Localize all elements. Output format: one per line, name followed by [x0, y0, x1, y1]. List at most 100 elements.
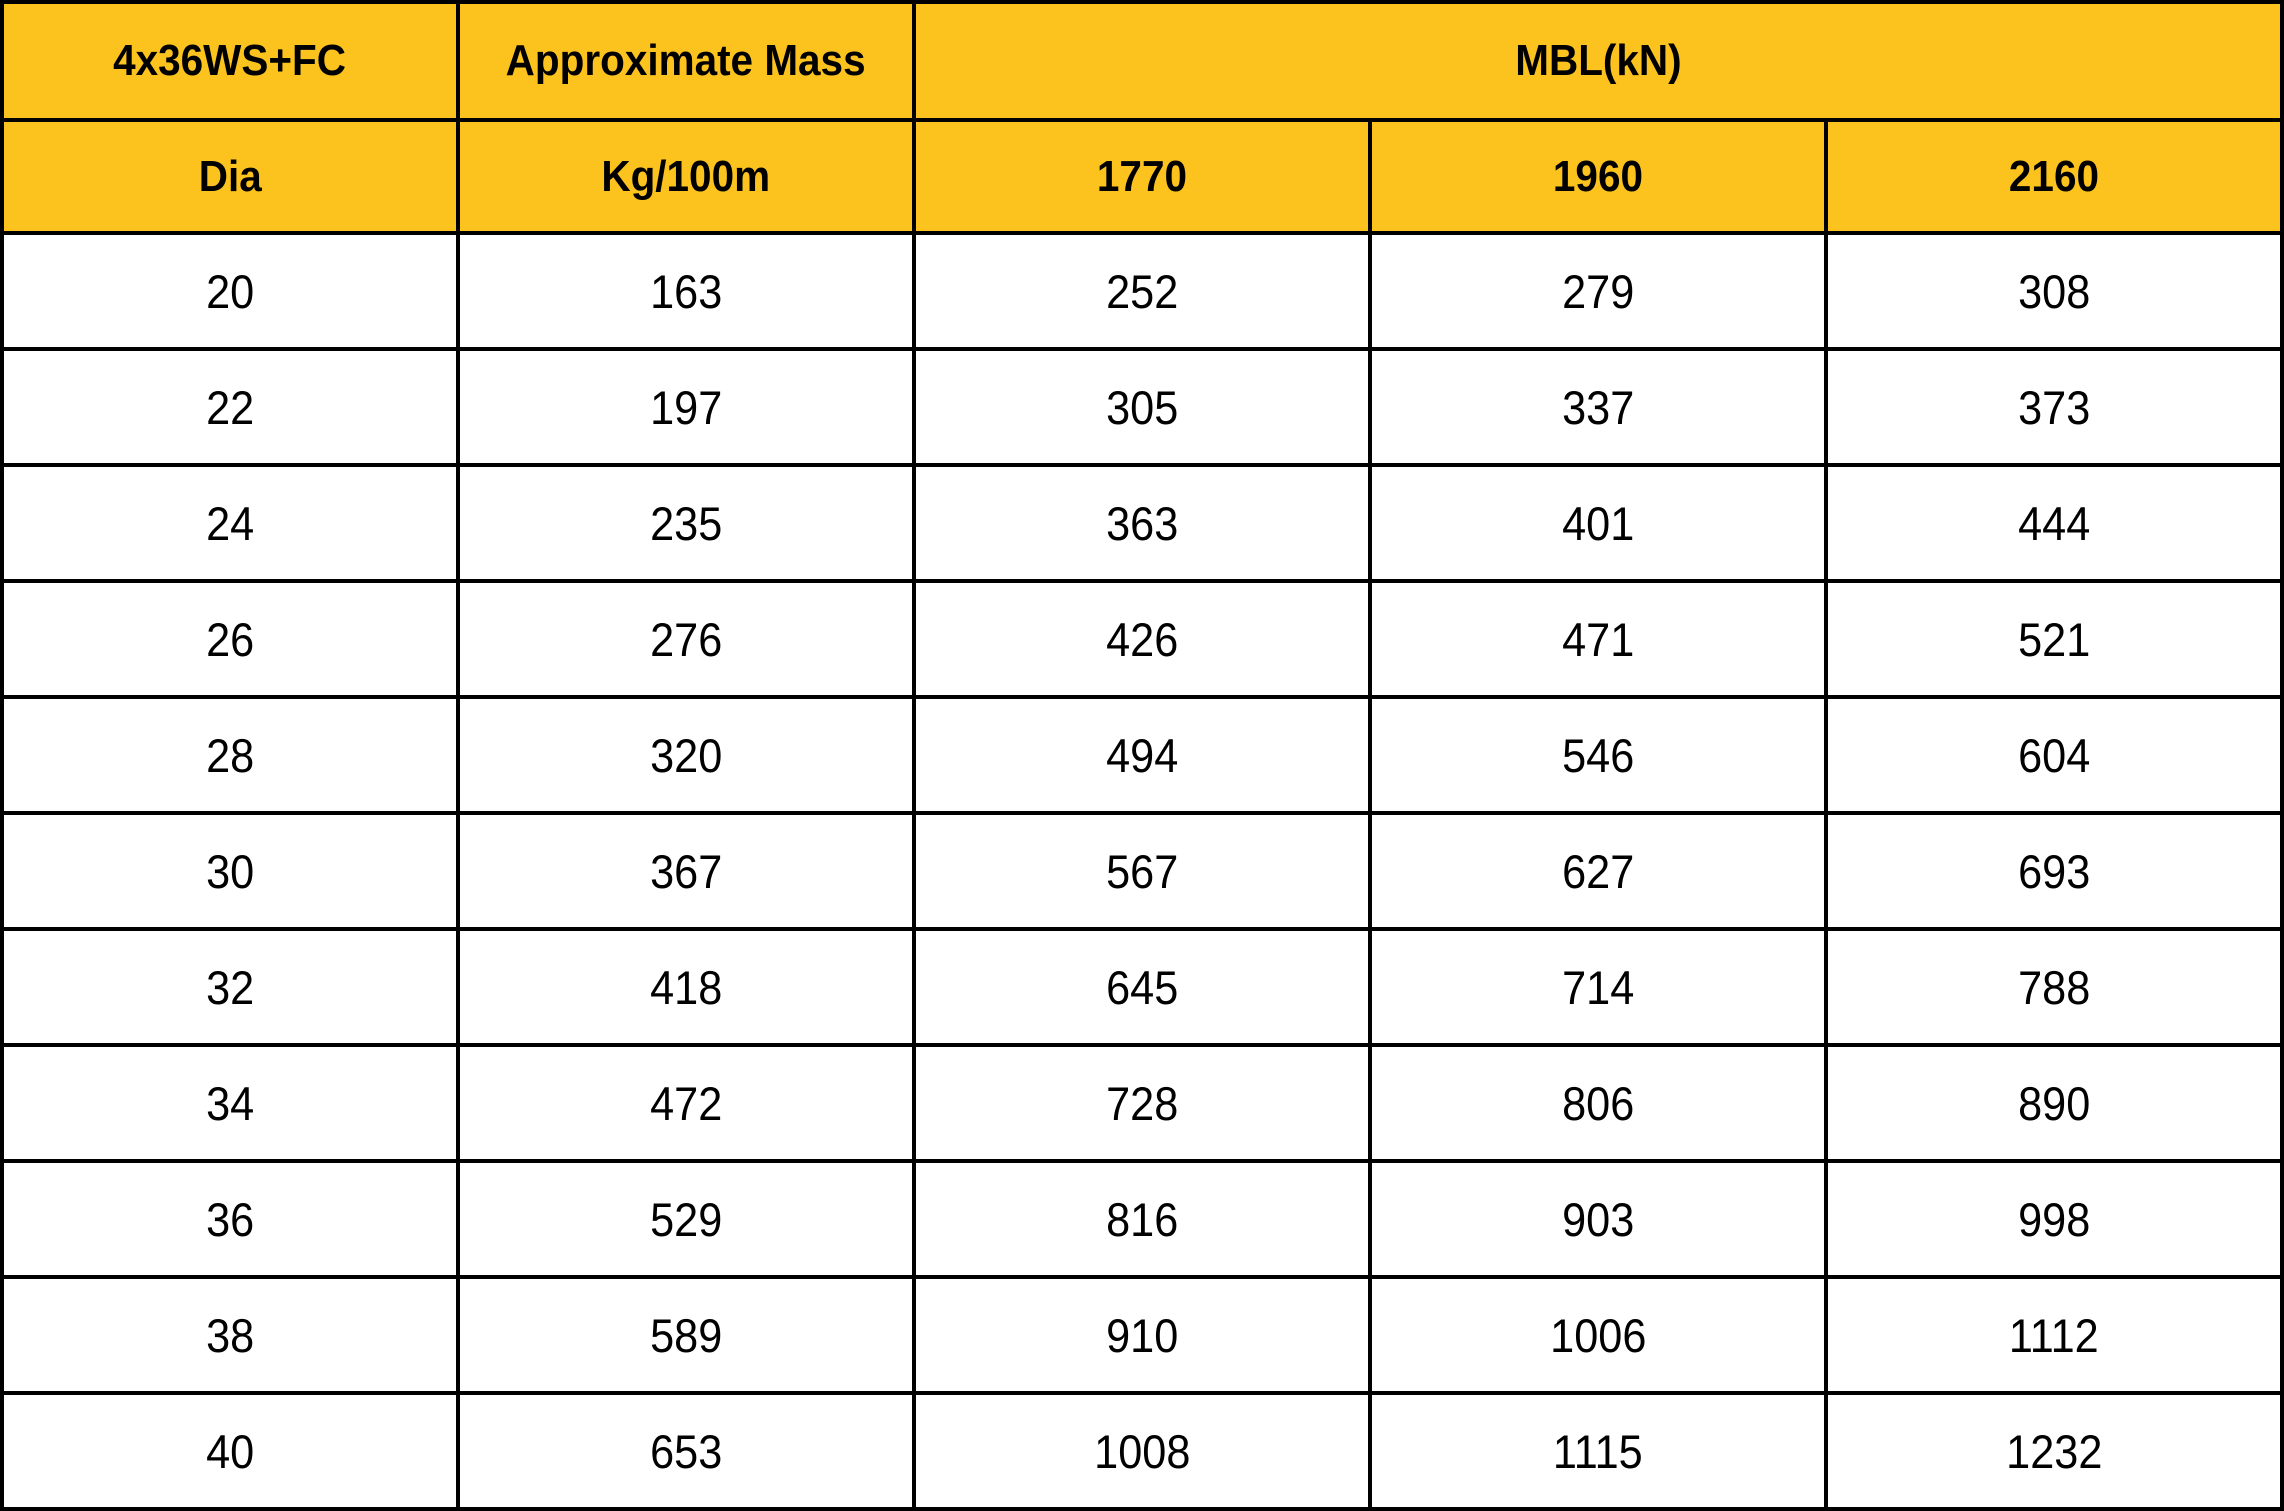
cell-value: 589: [649, 1308, 723, 1362]
mass-cell: 197: [456, 347, 916, 467]
cell-value: 22: [205, 380, 255, 434]
mbl-2160-cell: 1112: [1824, 1275, 2284, 1395]
cell-value: 363: [1105, 496, 1179, 550]
dia-cell: 34: [0, 1043, 460, 1163]
table-row: 30 367 567 627 693: [0, 811, 2284, 931]
cell-value: 788: [2017, 960, 2091, 1014]
mbl-1770-cell: 910: [912, 1275, 1372, 1395]
mbl-1960-cell: 337: [1368, 347, 1828, 467]
mbl-2160-cell: 693: [1824, 811, 2284, 931]
cell-value: 471: [1561, 612, 1635, 666]
cell-value: 24: [205, 496, 255, 550]
mbl-1770-cell: 363: [912, 463, 1372, 583]
mbl-1770-cell: 426: [912, 579, 1372, 699]
cell-value: 308: [2017, 264, 2091, 318]
mbl-2160-cell: 444: [1824, 463, 2284, 583]
mbl-1960-cell: 546: [1368, 695, 1828, 815]
dia-cell: 36: [0, 1159, 460, 1279]
mass-cell: 589: [456, 1275, 916, 1395]
table-row: 20 163 252 279 308: [0, 231, 2284, 351]
cell-value: 418: [649, 960, 723, 1014]
dia-cell: 30: [0, 811, 460, 931]
cell-value: 40: [205, 1424, 255, 1478]
header-dia-label: Dia: [198, 151, 262, 201]
cell-value: 426: [1105, 612, 1179, 666]
cell-value: 401: [1561, 496, 1635, 550]
mass-cell: 235: [456, 463, 916, 583]
cell-value: 714: [1561, 960, 1635, 1014]
dia-cell: 24: [0, 463, 460, 583]
dia-cell: 40: [0, 1391, 460, 1511]
header-mbl: MBL(kN): [912, 0, 2284, 122]
cell-value: 276: [649, 612, 723, 666]
mbl-1960-cell: 903: [1368, 1159, 1828, 1279]
cell-value: 305: [1105, 380, 1179, 434]
mbl-1770-cell: 305: [912, 347, 1372, 467]
mbl-1960-cell: 806: [1368, 1043, 1828, 1163]
cell-value: 373: [2017, 380, 2091, 434]
mbl-1960-cell: 279: [1368, 231, 1828, 351]
mbl-1770-cell: 645: [912, 927, 1372, 1047]
header-kg-per-100m: Kg/100m: [456, 118, 916, 235]
cell-value: 903: [1561, 1192, 1635, 1246]
dia-cell: 32: [0, 927, 460, 1047]
mbl-1770-cell: 816: [912, 1159, 1372, 1279]
table-row: 22 197 305 337 373: [0, 347, 2284, 467]
cell-value: 728: [1105, 1076, 1179, 1130]
dia-cell: 20: [0, 231, 460, 351]
cell-value: 444: [2017, 496, 2091, 550]
table-body: 20 163 252 279 308 22 197 305 337 373 24…: [0, 231, 2284, 1511]
mass-cell: 472: [456, 1043, 916, 1163]
header-grade-2160: 2160: [1824, 118, 2284, 235]
cell-value: 30: [205, 844, 255, 898]
mbl-1960-cell: 471: [1368, 579, 1828, 699]
mbl-1960-cell: 1115: [1368, 1391, 1828, 1511]
header-approximate-mass: Approximate Mass: [456, 0, 916, 122]
mbl-2160-cell: 521: [1824, 579, 2284, 699]
header-approximate-mass-label: Approximate Mass: [506, 36, 866, 85]
cell-value: 36: [205, 1192, 255, 1246]
cell-value: 163: [649, 264, 723, 318]
cell-value: 529: [649, 1192, 723, 1246]
mbl-2160-cell: 308: [1824, 231, 2284, 351]
cell-value: 494: [1105, 728, 1179, 782]
mass-cell: 529: [456, 1159, 916, 1279]
mbl-1770-cell: 252: [912, 231, 1372, 351]
header-grade-1770-label: 1770: [1096, 151, 1188, 201]
mass-cell: 320: [456, 695, 916, 815]
table-row: 32 418 645 714 788: [0, 927, 2284, 1047]
mbl-1960-cell: 401: [1368, 463, 1828, 583]
cell-value: 279: [1561, 264, 1635, 318]
cell-value: 38: [205, 1308, 255, 1362]
mbl-2160-cell: 788: [1824, 927, 2284, 1047]
dia-cell: 26: [0, 579, 460, 699]
cell-value: 604: [2017, 728, 2091, 782]
cell-value: 806: [1561, 1076, 1635, 1130]
dia-cell: 22: [0, 347, 460, 467]
header-grade-1770: 1770: [912, 118, 1372, 235]
cell-value: 1112: [2009, 1308, 2099, 1362]
header-kg-per-100m-label: Kg/100m: [601, 151, 771, 201]
cell-value: 998: [2017, 1192, 2091, 1246]
mbl-2160-cell: 1232: [1824, 1391, 2284, 1511]
cell-value: 890: [2017, 1076, 2091, 1130]
table-header: 4x36WS+FC Approximate Mass MBL(kN) Dia K…: [0, 0, 2284, 235]
cell-value: 197: [649, 380, 723, 434]
header-grade-2160-label: 2160: [2008, 151, 2100, 201]
cell-value: 653: [649, 1424, 723, 1478]
cell-value: 20: [205, 264, 255, 318]
cell-value: 816: [1105, 1192, 1179, 1246]
header-mbl-label: MBL(kN): [1514, 36, 1682, 85]
cell-value: 1115: [1553, 1424, 1643, 1478]
cell-value: 1008: [1093, 1424, 1191, 1478]
table-row: 36 529 816 903 998: [0, 1159, 2284, 1279]
mbl-1770-cell: 1008: [912, 1391, 1372, 1511]
mass-cell: 367: [456, 811, 916, 931]
cell-value: 367: [649, 844, 723, 898]
header-row-2: Dia Kg/100m 1770 1960 2160: [0, 118, 2284, 235]
header-grade-1960-label: 1960: [1552, 151, 1644, 201]
mbl-2160-cell: 373: [1824, 347, 2284, 467]
header-dia: Dia: [0, 118, 460, 235]
mass-cell: 418: [456, 927, 916, 1047]
table-row: 24 235 363 401 444: [0, 463, 2284, 583]
